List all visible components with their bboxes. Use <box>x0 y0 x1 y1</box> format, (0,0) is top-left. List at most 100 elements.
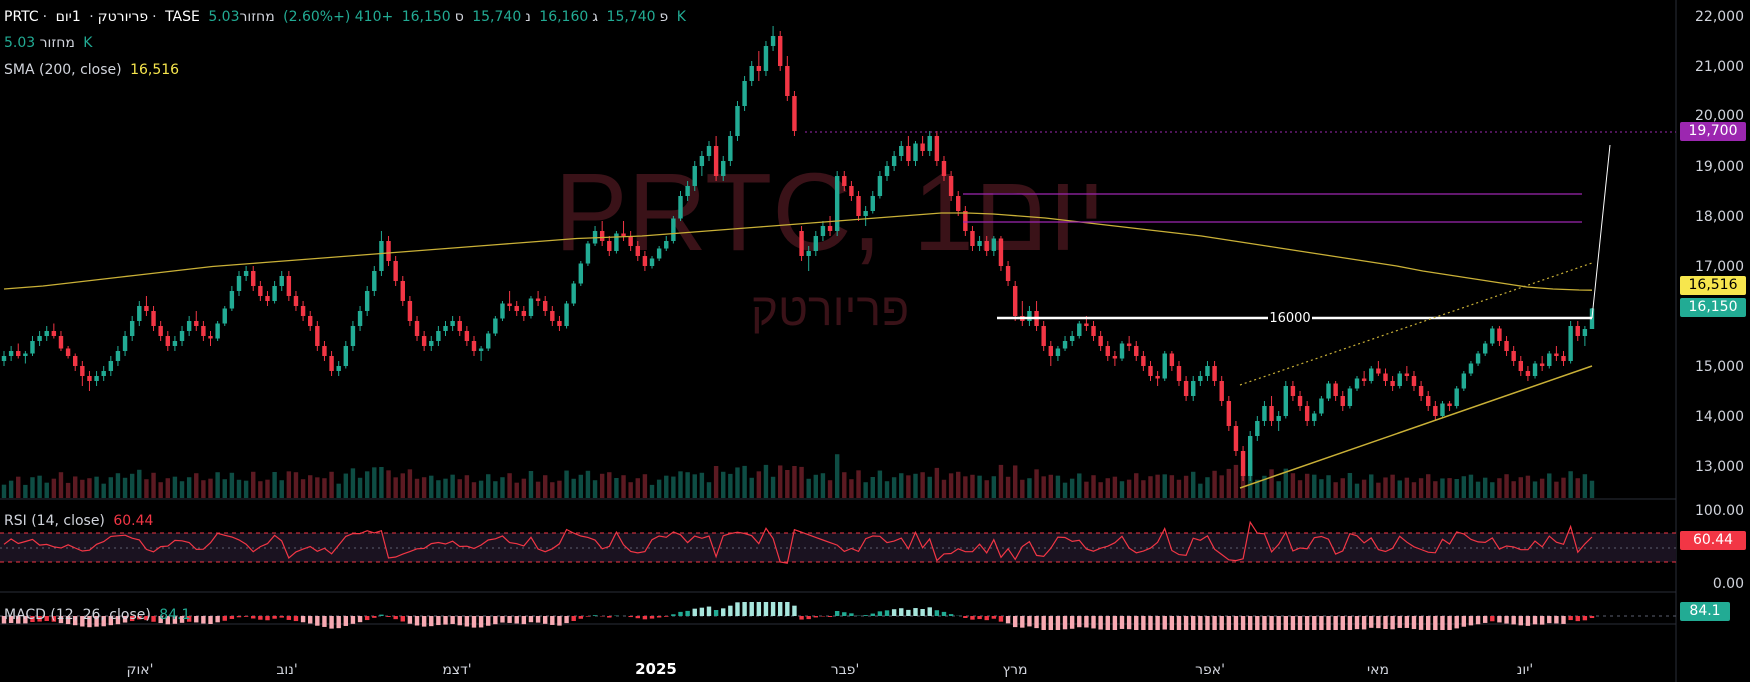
volume-bar <box>329 471 334 498</box>
volume-bar <box>1077 473 1082 498</box>
macd-bar <box>1426 616 1431 630</box>
volume-bar <box>1255 479 1260 498</box>
volume-bar <box>1426 474 1431 498</box>
macd-bar <box>863 615 868 616</box>
price-tick: 19,000 <box>1695 159 1744 175</box>
macd-bar <box>179 616 185 623</box>
candle-body <box>393 261 398 281</box>
candle-body <box>80 366 85 376</box>
volume-bar <box>357 477 363 498</box>
volume-bar <box>1112 476 1118 498</box>
macd-bar <box>1091 616 1096 629</box>
candle-body <box>1126 343 1132 346</box>
macd-bar <box>1319 616 1324 630</box>
candle-body <box>678 196 683 219</box>
channel-lower-trendline[interactable] <box>1239 365 1593 489</box>
volume-bar <box>1433 481 1438 498</box>
candle-body <box>279 276 284 286</box>
macd-bar <box>813 616 819 618</box>
volume-bar <box>58 472 64 498</box>
macd-bar <box>578 616 584 619</box>
volume-bar <box>763 464 769 498</box>
candle-body <box>1440 403 1445 416</box>
macd-bar <box>756 602 762 616</box>
macd-bar <box>1105 616 1110 630</box>
sma-legend[interactable]: SMA (200, close) 16,516 <box>4 62 183 78</box>
macd-bar <box>343 616 349 626</box>
candle-body <box>229 291 235 309</box>
candle-body <box>834 176 840 231</box>
candle-body <box>421 336 427 346</box>
candle-body <box>322 346 327 356</box>
candle-body <box>685 186 690 196</box>
macd-bar <box>1518 616 1523 626</box>
candle-body <box>1539 363 1545 366</box>
volume-bar <box>1383 477 1388 498</box>
candle-body <box>1369 368 1374 381</box>
candle-body <box>436 331 441 341</box>
macd-legend[interactable]: MACD (12, 26, close) 84.1 <box>4 607 194 623</box>
candle-body <box>1205 366 1210 376</box>
volume-legend[interactable]: מחזור 5.03 K <box>4 35 96 51</box>
symbol-label: PRTC <box>4 9 39 25</box>
candle-body <box>1262 406 1267 421</box>
candle-body <box>30 341 35 354</box>
macd-bar <box>557 616 562 626</box>
macd-bar <box>941 611 947 616</box>
volume-bar <box>151 472 156 498</box>
candle-body <box>1497 328 1502 341</box>
candle-body <box>1162 353 1167 379</box>
macd-bar <box>913 608 918 616</box>
price-tick: 18,000 <box>1695 209 1744 225</box>
macd-bar <box>542 616 548 624</box>
macd-bar <box>1575 616 1580 622</box>
price-tick: 22,000 <box>1695 9 1744 25</box>
time-axis[interactable]: אוק' נוב' דצמ' 2025 פבר' מרץ אפר' מאי יו… <box>127 660 1534 678</box>
candle-body <box>343 346 349 366</box>
macd-bar <box>414 616 420 626</box>
volume-bar <box>927 476 932 498</box>
volume-bar <box>165 478 170 498</box>
macd-bar <box>1468 616 1474 626</box>
candle-body <box>108 361 114 371</box>
candle-body <box>1169 353 1175 366</box>
macd-label: MACD (12, 26, close) <box>4 607 151 623</box>
rsi-legend[interactable]: RSI (14, close) 60.44 <box>4 513 157 529</box>
volume-bar <box>251 471 256 498</box>
candle-body <box>1504 341 1509 351</box>
macd-bar <box>108 616 114 626</box>
volume-bar <box>970 474 975 498</box>
symbol-legend[interactable]: PRTC · פריורטק· 1יום · TASE פ15,740 ג16,16… <box>4 9 686 25</box>
volume-bar <box>799 466 804 498</box>
volume-bar <box>564 470 569 498</box>
candle-body <box>599 231 605 241</box>
volume-bar <box>372 467 377 498</box>
volume-bar <box>1262 475 1267 498</box>
channel-upper-trendline[interactable] <box>1239 262 1593 386</box>
volume-bar <box>728 473 733 498</box>
macd-bar <box>478 616 484 628</box>
macd-bar <box>649 616 655 619</box>
macd-bar <box>87 616 92 628</box>
time-tick: דצמ' <box>442 662 471 678</box>
candle-body <box>179 331 185 341</box>
candle-body <box>464 331 470 341</box>
macd-bar <box>585 616 591 617</box>
volume-bar <box>607 472 612 498</box>
candle-body <box>664 241 669 249</box>
volume-bar <box>94 476 99 498</box>
candle-body <box>578 263 584 284</box>
candle-body <box>137 306 142 321</box>
time-tick: אפר' <box>1195 662 1225 678</box>
candle-body <box>863 211 868 216</box>
candle-body <box>1134 346 1139 356</box>
candle-body <box>920 143 925 151</box>
volume-bar <box>293 472 299 498</box>
projection-line[interactable] <box>1591 144 1611 319</box>
volume-bar <box>849 479 854 498</box>
candle-body <box>1418 386 1424 396</box>
volume-bar <box>578 474 584 498</box>
volume-bar <box>806 478 811 498</box>
price-axis[interactable]: 22,000 21,000 20,000 19,000 18,000 17,00… <box>1695 9 1744 592</box>
